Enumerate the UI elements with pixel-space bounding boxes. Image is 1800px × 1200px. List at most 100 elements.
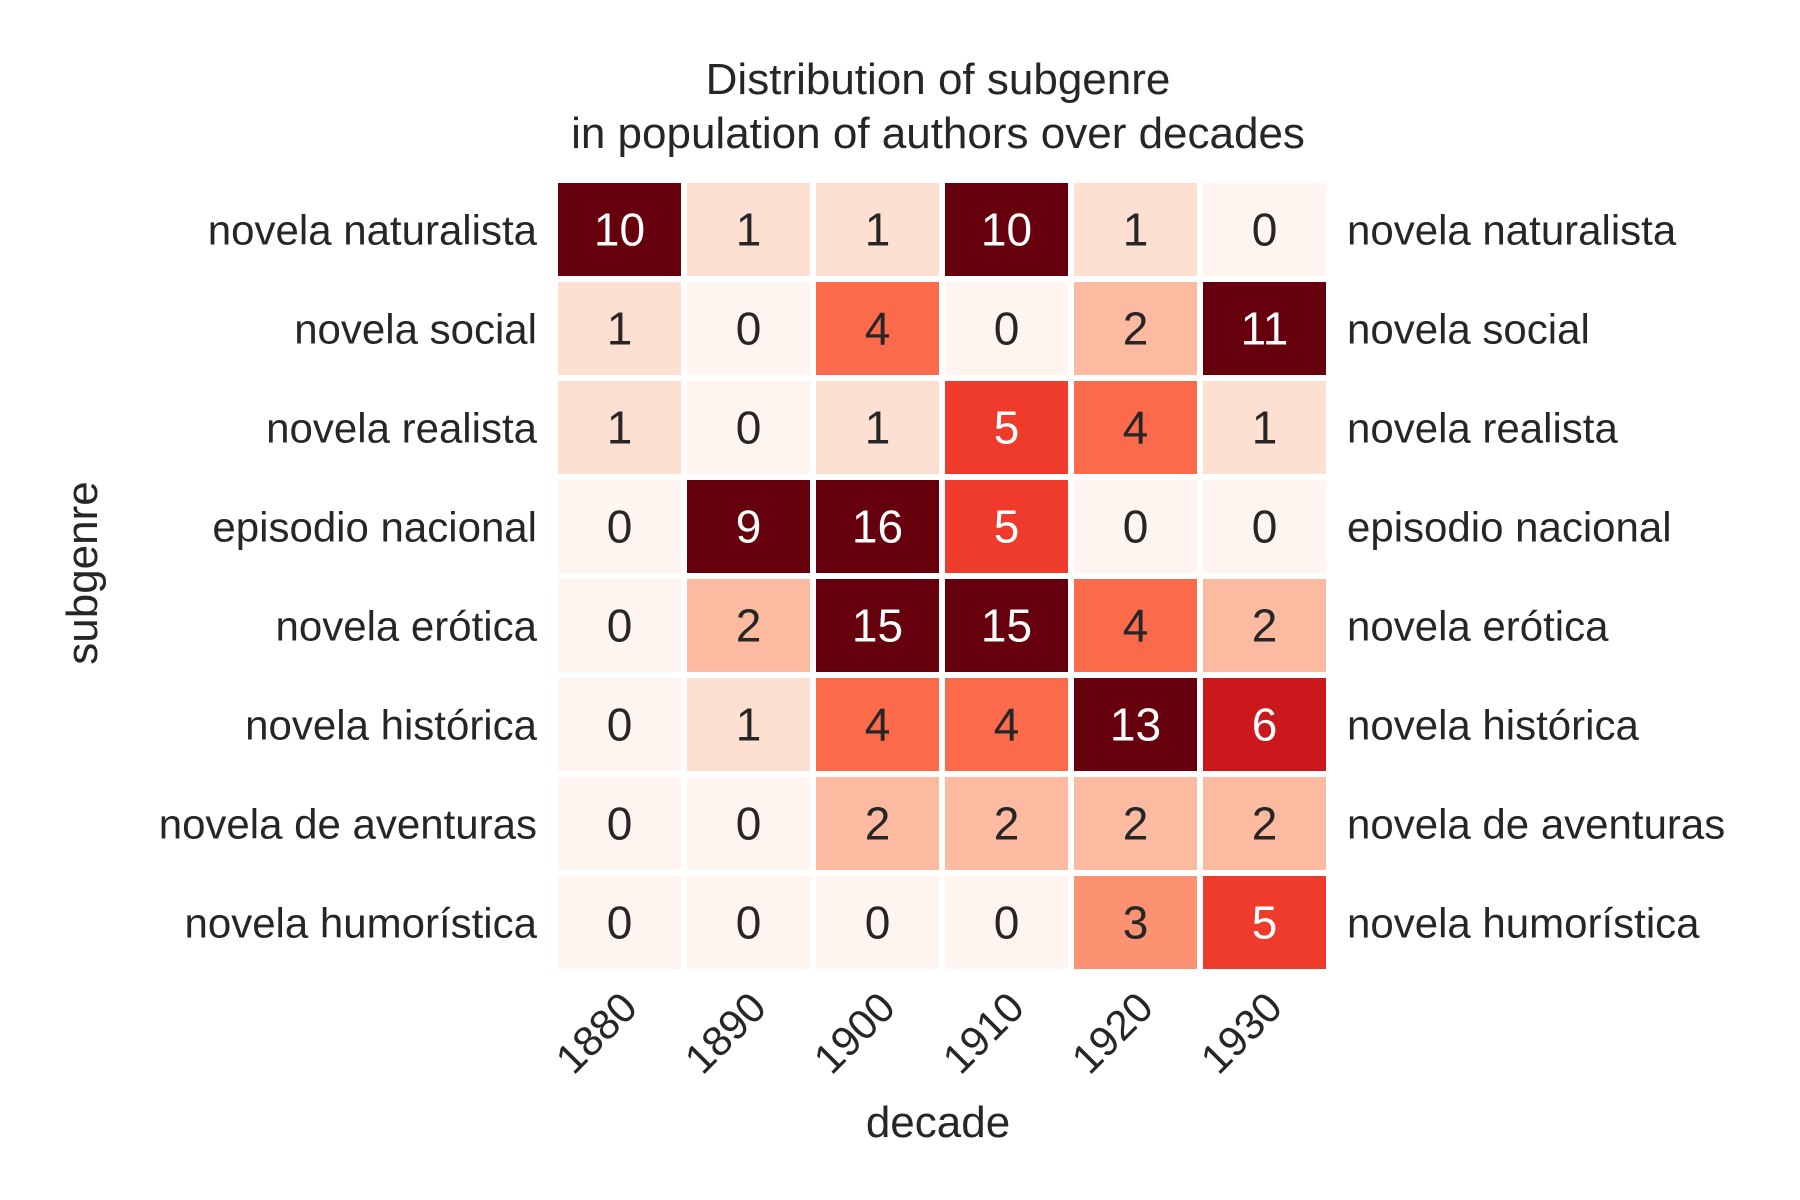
heatmap-cell <box>687 282 810 375</box>
heatmap-cell <box>687 183 810 276</box>
y-tick-label-right: novela humorística <box>1347 900 1700 947</box>
heatmap-cell <box>558 282 681 375</box>
heatmap-cell <box>558 678 681 771</box>
chart-title-line-2: in population of authors over decades <box>571 109 1305 158</box>
cell-value-label: 10 <box>594 204 645 256</box>
heatmap-cell <box>687 480 810 573</box>
cell-value-label: 0 <box>1123 501 1149 553</box>
heatmap-cell <box>816 777 939 870</box>
cell-value-label: 1 <box>865 204 891 256</box>
cell-value-label: 1 <box>1252 402 1278 454</box>
cell-value-label: 0 <box>865 897 891 949</box>
cell-value-label: 2 <box>1252 600 1278 652</box>
heatmap-cell <box>1074 282 1197 375</box>
cell-value-label: 3 <box>1123 897 1149 949</box>
heatmap-cell <box>816 579 939 672</box>
heatmap-cell <box>558 183 681 276</box>
heatmap-cell <box>945 579 1068 672</box>
heatmap-cell <box>945 678 1068 771</box>
heatmap-cell <box>1203 876 1326 969</box>
heatmap-cell <box>945 876 1068 969</box>
heatmap-cell <box>816 876 939 969</box>
y-tick-label-right: novela erótica <box>1347 603 1609 650</box>
heatmap-cell <box>687 777 810 870</box>
cell-value-label: 0 <box>736 798 762 850</box>
heatmap-cell <box>1203 183 1326 276</box>
y-tick-labels-right: novela naturalista novela social novela re… <box>1347 207 1725 947</box>
heatmap-cell <box>1074 777 1197 870</box>
cell-value-label: 0 <box>736 402 762 454</box>
heatmap-cell <box>816 678 939 771</box>
y-tick-label-left: novela social <box>294 306 537 353</box>
heatmap-cell <box>1074 678 1197 771</box>
y-tick-label-left: novela naturalista <box>208 207 538 254</box>
y-tick-label-left: novela realista <box>266 405 537 452</box>
cell-value-label: 16 <box>852 501 903 553</box>
cell-value-label: 0 <box>607 699 633 751</box>
y-tick-label-left: novela erótica <box>276 603 538 650</box>
cell-value-label: 1 <box>607 303 633 355</box>
y-tick-label-right: novela social <box>1347 306 1590 353</box>
cell-value-label: 4 <box>865 303 891 355</box>
y-tick-label-right: novela histórica <box>1347 702 1639 749</box>
cell-value-label: 5 <box>994 402 1020 454</box>
heatmap-cell <box>1203 282 1326 375</box>
cell-value-label: 15 <box>852 600 903 652</box>
cell-value-label: 1 <box>736 699 762 751</box>
heatmap-cell <box>687 579 810 672</box>
cell-value-label: 2 <box>736 600 762 652</box>
cell-value-label: 0 <box>607 798 633 850</box>
heatmap-cell <box>1074 183 1197 276</box>
cell-value-label: 0 <box>736 897 762 949</box>
heatmap-cell <box>945 282 1068 375</box>
y-tick-label-right: episodio nacional <box>1347 504 1672 551</box>
cell-value-label: 1 <box>736 204 762 256</box>
cell-value-label: 0 <box>607 897 633 949</box>
heatmap-cell <box>1203 777 1326 870</box>
heatmap-cell <box>945 183 1068 276</box>
y-tick-labels-left: novela naturalista novela social novela re… <box>159 207 538 947</box>
cell-value-label: 2 <box>994 798 1020 850</box>
cell-value-label: 15 <box>981 600 1032 652</box>
x-tick-label: 1910 <box>934 983 1033 1082</box>
cell-value-label: 10 <box>981 204 1032 256</box>
cell-value-label: 4 <box>1123 600 1149 652</box>
cell-value-label: 1 <box>607 402 633 454</box>
x-tick-label: 1930 <box>1192 983 1291 1082</box>
x-tick-label: 1890 <box>676 983 775 1082</box>
y-tick-label-left: novela de aventuras <box>159 801 537 848</box>
heatmap-cell <box>1074 579 1197 672</box>
cell-value-label: 2 <box>1123 303 1149 355</box>
cell-value-label: 0 <box>994 303 1020 355</box>
heatmap-cells: 10 1 1 10 1 01 0 4 0 2 111 0 1 5 4 10 9 16 5 0 00 2 15 15 4 20 1 4 4… <box>558 183 1326 969</box>
x-tick-labels: 1880 1890 1900 1910 1920 1930 <box>547 983 1291 1082</box>
heatmap-cell <box>1203 579 1326 672</box>
heatmap-cell <box>816 282 939 375</box>
heatmap-cell <box>1074 480 1197 573</box>
cell-value-label: 0 <box>607 501 633 553</box>
x-tick-label: 1880 <box>547 983 646 1082</box>
heatmap-cell <box>816 183 939 276</box>
heatmap-cell <box>687 876 810 969</box>
cell-value-label: 1 <box>1123 204 1149 256</box>
cell-value-label: 1 <box>865 402 891 454</box>
cell-value-label: 6 <box>1252 699 1278 751</box>
cell-value-label: 13 <box>1110 699 1161 751</box>
cell-value-label: 2 <box>865 798 891 850</box>
x-tick-label: 1920 <box>1063 983 1162 1082</box>
cell-value-label: 0 <box>607 600 633 652</box>
heatmap-cell <box>816 381 939 474</box>
chart-title-line-1: Distribution of subgenre <box>706 55 1171 104</box>
heatmap-cell <box>687 678 810 771</box>
heatmap-cell <box>1203 480 1326 573</box>
y-tick-label-left: episodio nacional <box>212 504 537 551</box>
y-tick-label-right: novela realista <box>1347 405 1618 452</box>
cell-value-label: 2 <box>1123 798 1149 850</box>
heatmap-cell <box>945 381 1068 474</box>
y-tick-label-left: novela humorística <box>184 900 537 947</box>
x-axis-label: decade <box>866 1098 1010 1147</box>
x-tick-label: 1900 <box>805 983 904 1082</box>
cell-value-label: 9 <box>736 501 762 553</box>
heatmap-cell <box>1203 381 1326 474</box>
